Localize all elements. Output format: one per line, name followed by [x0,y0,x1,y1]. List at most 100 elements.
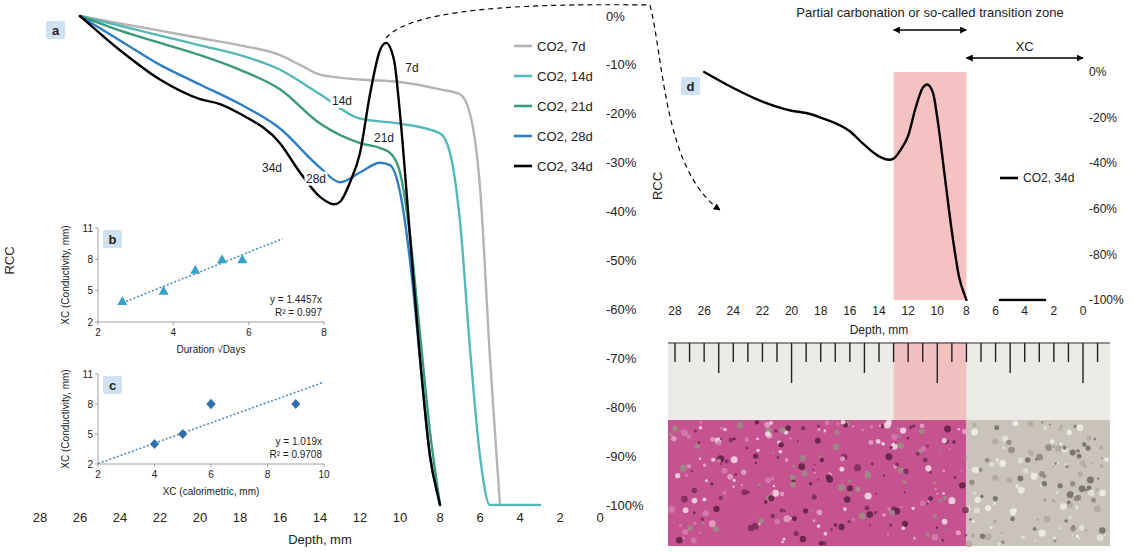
photo-speckle [764,500,768,504]
x-tick [324,464,325,467]
photo-speckle [964,456,967,459]
photo-speckle [1049,424,1051,426]
photo-zone-band [894,342,967,420]
y-tick-label: -20% [606,106,637,121]
photo-speckle [844,496,851,503]
legend-swatch [514,135,532,138]
photo-speckle [741,484,743,486]
x-tick-label: 24 [113,510,127,525]
x-tick-label: 6 [246,327,252,338]
photo-speckle [741,489,747,495]
photo-speckle [1099,445,1104,450]
series-label: 14d [332,94,352,108]
legend-swatch [514,105,532,108]
photo-speckle [944,426,951,433]
photo-speckle [1067,491,1074,498]
photo-speckle [1104,534,1106,536]
photo-speckle [1050,439,1054,443]
photo-speckle [900,427,906,433]
photo-speckle [1087,476,1094,483]
photo-speckle [1063,446,1067,450]
photo-speckle [897,434,901,438]
photo-speckle [956,530,961,535]
photo-speckle [753,453,758,458]
x-tick-label: 26 [73,510,87,525]
photo-speckle [1028,450,1034,456]
photo-speckle [713,506,719,512]
photo-speckle [1028,454,1030,456]
y-axis-line [98,228,99,322]
photo-speckle [1079,485,1086,492]
ruler-edge [668,342,1110,343]
photo-speckle [890,446,893,449]
photo-speckle [1041,421,1043,423]
photo-speckle [1053,536,1057,540]
panel-a: 28262422201816141210864200%-10%-20%-30%-… [2,9,644,547]
photo-speckle [717,455,724,462]
photo-speckle [802,471,808,477]
photo-speckle [723,428,726,431]
photo-speckle [1036,518,1039,521]
photo-speckle [992,439,998,445]
photo-speckle [965,534,967,536]
photo-speckle [985,534,991,540]
x-tick [248,322,249,325]
series-label: 34d [262,161,282,175]
label-patch [372,131,395,145]
photo-speckle [885,453,892,460]
photo-speckle [1052,466,1054,468]
y-tick-label: -40% [606,204,637,219]
photo-speckle [773,485,776,488]
ruler-tick [718,343,719,373]
photo-speckle [898,443,904,449]
photo-speckle [1002,447,1004,449]
photo-speckle [861,428,864,431]
photo-speckle [720,463,722,465]
photo-speckle [680,465,687,472]
photo-speckle [901,526,905,530]
photo-speckle [994,425,999,430]
photo-speckle [932,534,939,541]
photo-speckle [830,528,832,530]
scatter-point [150,439,159,449]
photo-speckle [681,430,688,437]
photo-speckle [813,519,816,522]
photo-speckle [1045,444,1052,451]
photo-speckle [702,522,705,525]
photo-speckle [857,488,860,491]
photo-speckle [1104,457,1109,462]
photo-speckle [818,455,821,458]
photo-speckle [814,472,816,474]
photo-speckle [938,498,942,502]
photo-speckle [841,454,848,461]
y-tick-label: 8 [87,254,93,265]
label-patch [304,172,327,186]
photo-speckle [671,436,676,441]
x-tick-label: 6 [476,510,483,525]
x-tick-label: 8 [321,327,327,338]
photo-speckle [817,524,821,528]
photo-speckle [702,512,706,516]
photo-speckle [731,456,738,463]
photo-speckle [848,479,851,482]
photo-speckle [966,541,972,547]
zone-label: Partial carbonation or so-called transit… [796,5,1063,20]
x-tick [324,322,325,325]
photo-speckle [734,473,737,476]
photo-speckle [790,475,795,480]
photo-speckle [1076,449,1080,453]
photo-speckle [833,444,840,451]
photo-speckle [679,524,682,527]
photo-speckle [980,534,986,540]
photo-speckle [817,479,819,481]
photo-speckle [993,496,998,501]
y-tick [95,404,98,405]
inset-c: 24681025811XC (calorimetric, mm)XC (Cond… [58,364,334,500]
photo-speckle [694,429,697,432]
photo-speckle [990,526,993,529]
photo-speckle [890,510,895,515]
photo-speckle [961,537,963,539]
photo-speckle [733,437,736,440]
trend-r2: R² = 0.9708 [269,449,322,460]
photo-speckle [949,448,951,450]
